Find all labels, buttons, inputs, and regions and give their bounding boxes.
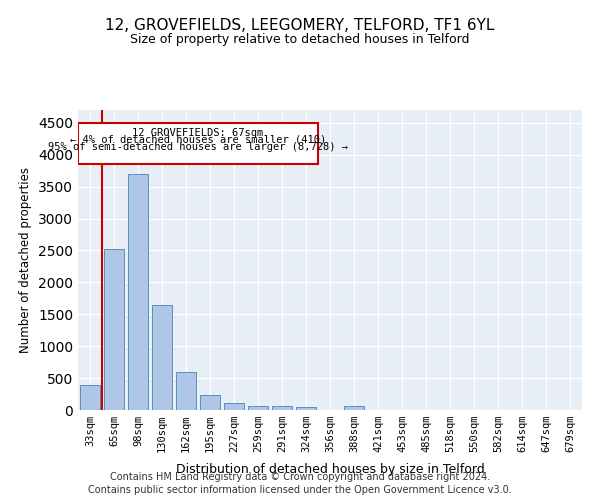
Text: 12 GROVEFIELDS: 67sqm: 12 GROVEFIELDS: 67sqm [133, 128, 263, 138]
Text: Contains HM Land Registry data © Crown copyright and database right 2024.: Contains HM Land Registry data © Crown c… [110, 472, 490, 482]
Bar [296, 407, 316, 410]
Bar [272, 406, 292, 410]
Text: 12, GROVEFIELDS, LEEGOMERY, TELFORD, TF1 6YL: 12, GROVEFIELDS, LEEGOMERY, TELFORD, TF1… [106, 18, 494, 32]
Bar [248, 406, 268, 410]
X-axis label: Distribution of detached houses by size in Telford: Distribution of detached houses by size … [176, 464, 484, 476]
Bar [344, 406, 364, 410]
Text: ← 4% of detached houses are smaller (410): ← 4% of detached houses are smaller (410… [70, 135, 326, 145]
Text: 95% of semi-detached houses are larger (8,728) →: 95% of semi-detached houses are larger (… [48, 142, 348, 152]
Bar [80, 385, 100, 410]
FancyBboxPatch shape [78, 123, 318, 164]
Text: Contains public sector information licensed under the Open Government Licence v3: Contains public sector information licen… [88, 485, 512, 495]
Bar [152, 306, 172, 410]
Y-axis label: Number of detached properties: Number of detached properties [19, 167, 32, 353]
Bar [200, 396, 220, 410]
Bar [104, 249, 124, 410]
Bar [176, 372, 196, 410]
Bar [128, 174, 148, 410]
Text: Size of property relative to detached houses in Telford: Size of property relative to detached ho… [130, 32, 470, 46]
Bar [224, 403, 244, 410]
